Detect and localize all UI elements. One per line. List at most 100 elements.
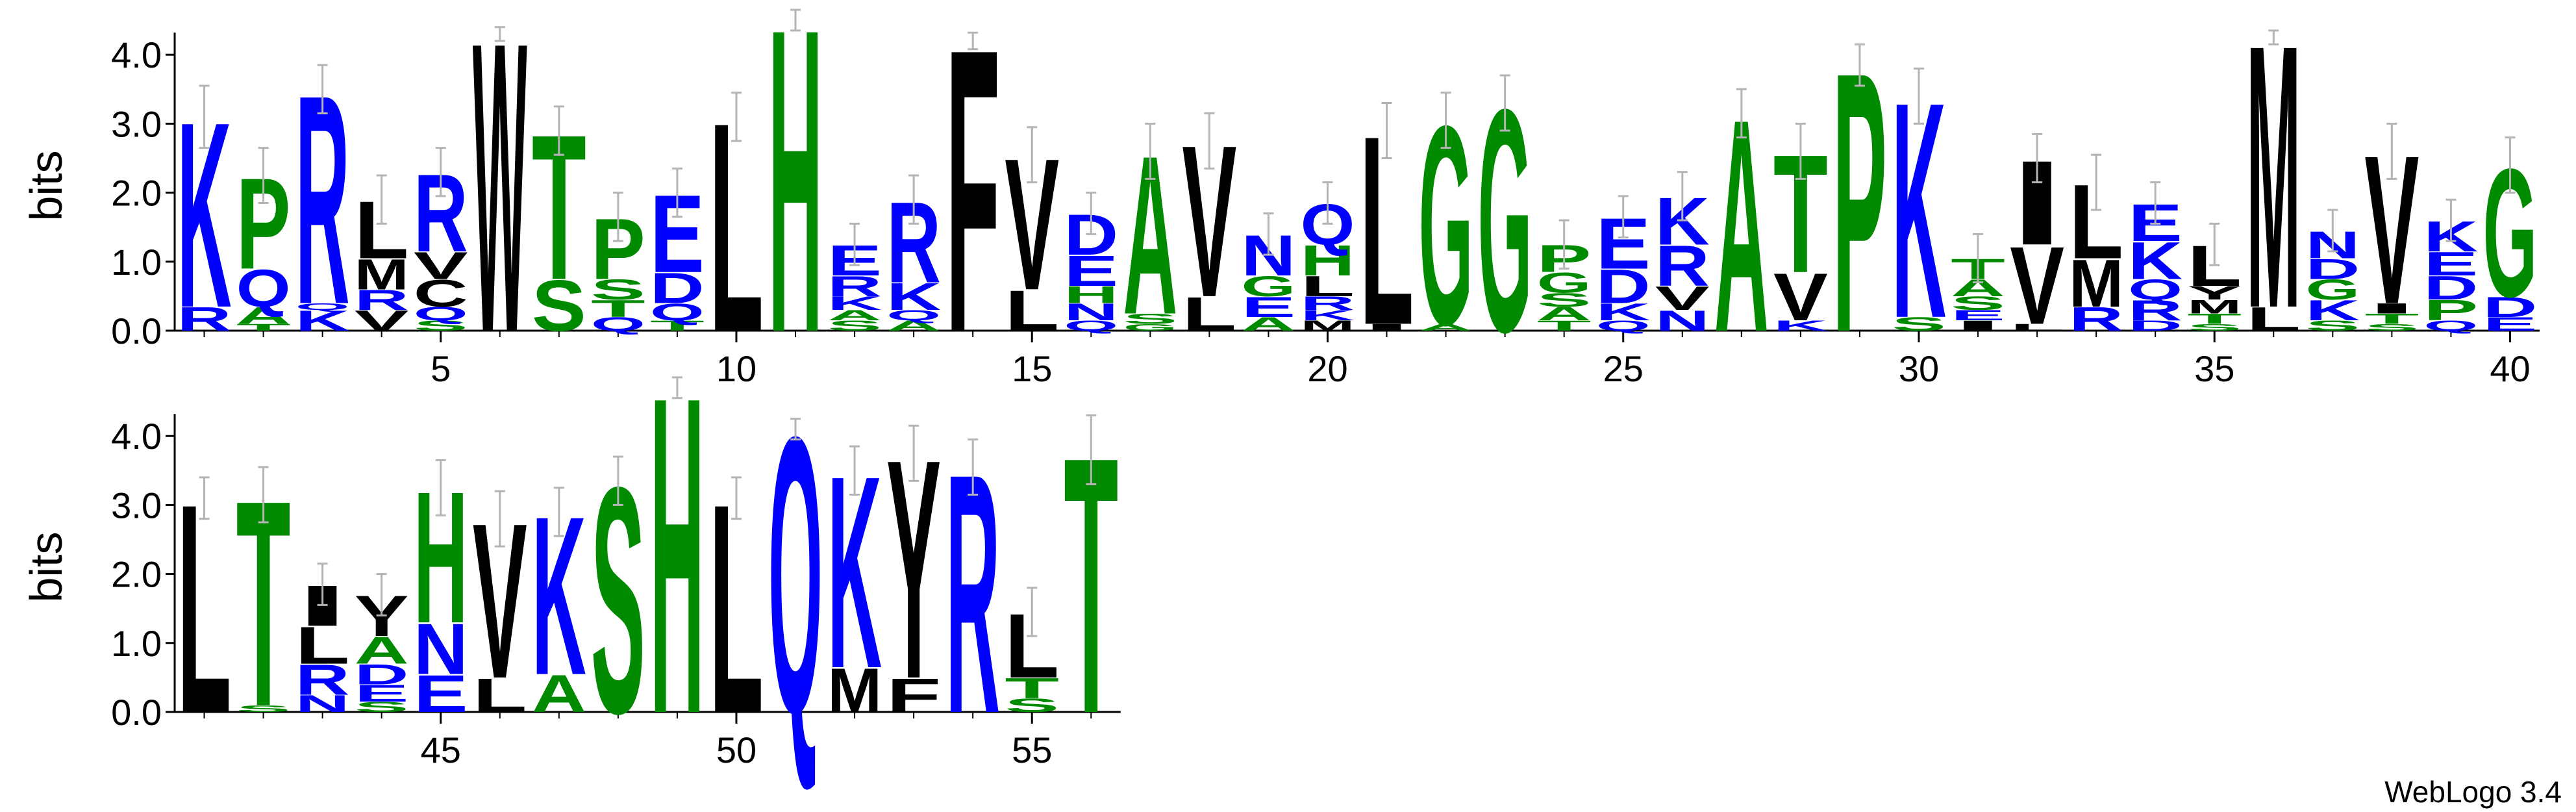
error-bar — [1086, 414, 1097, 486]
error-bar — [1499, 74, 1510, 132]
error-bar — [2209, 222, 2220, 266]
error-bar — [968, 31, 979, 51]
y-tick-label: 3.0 — [111, 103, 162, 144]
logo-letter: S — [1537, 289, 1592, 311]
logo-letter: K — [2305, 294, 2360, 327]
error-bar — [1736, 88, 1747, 139]
logo-letter: F — [945, 0, 1000, 417]
x-tick-label: 55 — [1012, 730, 1052, 770]
error-bar — [258, 466, 269, 524]
error-bar — [1618, 195, 1629, 239]
error-bar — [2268, 29, 2279, 45]
footer: WebLogo 3.4 — [2384, 775, 2562, 809]
logo-letter: R — [1301, 292, 1355, 314]
error-bar — [494, 490, 505, 548]
x-tick-label: 30 — [1899, 348, 1939, 389]
error-bar — [1677, 171, 1688, 222]
error-bar — [317, 563, 328, 606]
logo-letter: D — [650, 264, 705, 313]
error-bar — [494, 26, 505, 42]
y-tick-label: 4.0 — [111, 416, 162, 457]
error-bar — [671, 167, 682, 218]
error-bar — [1263, 212, 1274, 256]
logo-letter: V — [2010, 223, 2064, 347]
logo-letter: G — [1123, 322, 1177, 333]
error-bar — [671, 376, 682, 400]
logo-letter: L — [1182, 287, 1236, 341]
logo-letter: S — [236, 704, 291, 715]
logo-letter: Q — [2424, 318, 2479, 334]
y-tick-label: 4.0 — [111, 34, 162, 75]
logo-letter: P — [2424, 294, 2479, 327]
logo-letter: H — [1301, 236, 1355, 285]
logo-letter: T — [1537, 318, 1592, 334]
error-bar — [1204, 112, 1215, 170]
logo-letter: M — [827, 655, 882, 726]
error-bar — [1973, 233, 1984, 284]
logo-letter: I — [1951, 318, 2005, 334]
logo-letter: V — [1773, 260, 1828, 335]
logo-letter: V — [355, 305, 409, 337]
logo-letter: D — [2305, 253, 2360, 285]
logo-letter: H — [768, 0, 823, 423]
logo-letter: I — [1360, 322, 1414, 333]
error-bar — [612, 455, 623, 506]
logo-letter: V — [414, 244, 468, 287]
y-tick-label: 3.0 — [111, 485, 162, 526]
logo-letter: Q — [295, 301, 350, 312]
logo-letter: D — [2424, 270, 2479, 307]
x-tick-label: 15 — [1012, 348, 1052, 389]
logo-letter: Q — [2128, 273, 2182, 306]
logo-letter: Q — [414, 303, 468, 324]
error-bar — [1795, 122, 1806, 180]
error-bar — [2445, 198, 2457, 242]
logo-letter: S — [355, 699, 409, 715]
error-bar — [849, 445, 860, 496]
logo-letter: R — [355, 284, 409, 316]
error-bar — [553, 487, 564, 537]
logo-letter: A — [236, 302, 291, 329]
logo-letter: T — [236, 322, 291, 333]
logo-letter: A — [1242, 313, 1296, 335]
logo-letter: F — [886, 668, 941, 722]
error-bar — [258, 147, 269, 205]
logo-letter: A — [1419, 322, 1473, 333]
logo-letter: T — [591, 296, 645, 322]
y-tick-label: 0.0 — [111, 311, 162, 351]
logo-letter: L — [295, 616, 350, 675]
error-bar — [790, 8, 801, 32]
logo-letter: E — [1064, 247, 1118, 295]
logo-letter: A — [886, 318, 941, 334]
error-bar — [376, 174, 387, 225]
logo-letter: S — [1951, 292, 2005, 314]
logo-letter: C — [414, 272, 468, 314]
logo-letter: T — [650, 318, 705, 334]
error-bar — [435, 147, 446, 197]
logo-letter: D — [2128, 318, 2182, 334]
logo-letter: S — [1892, 313, 1946, 335]
logo-letter: A — [827, 307, 882, 324]
logo-letter: M — [2246, 0, 2301, 386]
logo-letter: A — [355, 629, 409, 672]
error-bar — [1027, 126, 1038, 184]
logo-letter: A — [532, 665, 586, 724]
logo-letter: Q — [1596, 318, 1651, 334]
logo-letter: L — [1301, 270, 1355, 303]
logo-letter: E — [355, 679, 409, 707]
error-bar — [2505, 136, 2516, 194]
logo-letter: G — [2305, 273, 2360, 306]
logo-letter: K — [1301, 307, 1355, 324]
logo-letter: G — [1537, 267, 1592, 299]
error-bar — [1913, 67, 1924, 125]
logo-letter: R — [827, 270, 882, 302]
logo-letter: E — [414, 665, 468, 724]
logo-letter: S — [532, 266, 586, 347]
logo-letter: K — [2128, 231, 2182, 290]
error-bar — [1086, 192, 1097, 235]
logo-letter: T — [1005, 672, 1059, 705]
error-bar — [199, 476, 210, 520]
y-axis-label: bits — [21, 151, 71, 222]
logo-letter: E — [1242, 291, 1296, 324]
error-bar — [1027, 587, 1038, 637]
